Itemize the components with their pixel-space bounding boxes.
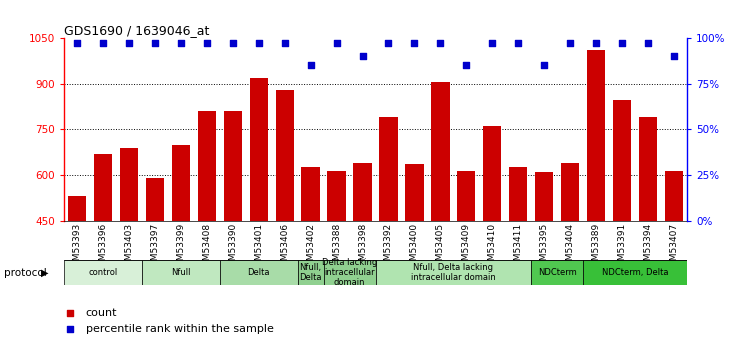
Bar xyxy=(276,90,294,345)
Text: GSM53398: GSM53398 xyxy=(358,223,367,272)
Text: GSM53404: GSM53404 xyxy=(566,223,575,272)
Text: Nfull: Nfull xyxy=(171,268,191,277)
Point xyxy=(64,310,76,316)
Bar xyxy=(64,260,142,285)
Text: GSM53388: GSM53388 xyxy=(332,223,341,272)
Text: Delta lacking
intracellular
domain: Delta lacking intracellular domain xyxy=(322,258,377,287)
Bar xyxy=(324,260,376,285)
Point xyxy=(487,41,499,46)
Text: GSM53408: GSM53408 xyxy=(202,223,211,272)
Point xyxy=(330,41,342,46)
Bar xyxy=(484,126,502,345)
Bar xyxy=(172,145,190,345)
Bar xyxy=(220,260,297,285)
Bar xyxy=(198,111,216,345)
Point xyxy=(64,327,76,332)
Bar xyxy=(94,154,112,345)
Bar xyxy=(406,165,424,345)
Text: GDS1690 / 1639046_at: GDS1690 / 1639046_at xyxy=(64,24,210,37)
Point xyxy=(590,41,602,46)
Bar xyxy=(639,117,657,345)
Point xyxy=(122,41,134,46)
Bar xyxy=(224,111,242,345)
Bar xyxy=(584,260,687,285)
Point xyxy=(538,63,550,68)
Text: GSM53390: GSM53390 xyxy=(228,223,237,272)
Text: count: count xyxy=(86,308,117,318)
Bar xyxy=(532,260,584,285)
Point xyxy=(97,41,109,46)
Bar xyxy=(509,167,527,345)
Text: NDCterm, Delta: NDCterm, Delta xyxy=(602,268,668,277)
Text: GSM53401: GSM53401 xyxy=(254,223,263,272)
Text: Delta: Delta xyxy=(247,268,270,277)
Bar xyxy=(249,78,267,345)
Text: GSM53397: GSM53397 xyxy=(150,223,159,272)
Point xyxy=(668,53,680,59)
Bar xyxy=(376,260,532,285)
Text: GSM53409: GSM53409 xyxy=(462,223,471,272)
Point xyxy=(227,41,239,46)
Point xyxy=(564,41,576,46)
Text: GSM53411: GSM53411 xyxy=(514,223,523,272)
Text: GSM53405: GSM53405 xyxy=(436,223,445,272)
Text: protocol: protocol xyxy=(4,268,47,277)
Point xyxy=(382,41,394,46)
Bar xyxy=(431,82,450,345)
Text: GSM53394: GSM53394 xyxy=(644,223,653,272)
Text: GSM53389: GSM53389 xyxy=(592,223,601,272)
Text: GSM53406: GSM53406 xyxy=(280,223,289,272)
Point xyxy=(149,41,161,46)
Text: Nfull,
Delta: Nfull, Delta xyxy=(300,263,322,282)
Point xyxy=(252,41,264,46)
Text: GSM53407: GSM53407 xyxy=(670,223,679,272)
Point xyxy=(71,41,83,46)
Bar xyxy=(297,260,324,285)
Bar xyxy=(301,167,320,345)
Bar xyxy=(665,170,683,345)
Bar xyxy=(142,260,220,285)
Text: GSM53400: GSM53400 xyxy=(410,223,419,272)
Point xyxy=(409,41,421,46)
Text: ▶: ▶ xyxy=(41,268,49,277)
Bar xyxy=(354,163,372,345)
Bar xyxy=(587,50,605,345)
Text: GSM53399: GSM53399 xyxy=(176,223,185,272)
Point xyxy=(512,41,524,46)
Text: percentile rank within the sample: percentile rank within the sample xyxy=(86,325,273,334)
Bar xyxy=(119,148,138,345)
Point xyxy=(460,63,472,68)
Bar xyxy=(457,170,475,345)
Text: GSM53392: GSM53392 xyxy=(384,223,393,272)
Text: GSM53391: GSM53391 xyxy=(618,223,627,272)
Text: control: control xyxy=(88,268,117,277)
Bar xyxy=(146,178,164,345)
Point xyxy=(642,41,654,46)
Point xyxy=(201,41,213,46)
Bar xyxy=(535,172,553,345)
Text: GSM53396: GSM53396 xyxy=(98,223,107,272)
Point xyxy=(357,53,369,59)
Bar xyxy=(327,170,345,345)
Text: GSM53403: GSM53403 xyxy=(124,223,133,272)
Point xyxy=(305,63,317,68)
Point xyxy=(617,41,629,46)
Text: GSM53402: GSM53402 xyxy=(306,223,315,272)
Bar xyxy=(68,196,86,345)
Bar xyxy=(613,100,632,345)
Bar xyxy=(561,163,579,345)
Text: GSM53393: GSM53393 xyxy=(72,223,81,272)
Point xyxy=(175,41,187,46)
Point xyxy=(434,41,446,46)
Text: NDCterm: NDCterm xyxy=(538,268,577,277)
Text: GSM53395: GSM53395 xyxy=(540,223,549,272)
Text: Nfull, Delta lacking
intracellular domain: Nfull, Delta lacking intracellular domai… xyxy=(411,263,496,282)
Text: GSM53410: GSM53410 xyxy=(488,223,497,272)
Bar xyxy=(379,117,397,345)
Point xyxy=(279,41,291,46)
